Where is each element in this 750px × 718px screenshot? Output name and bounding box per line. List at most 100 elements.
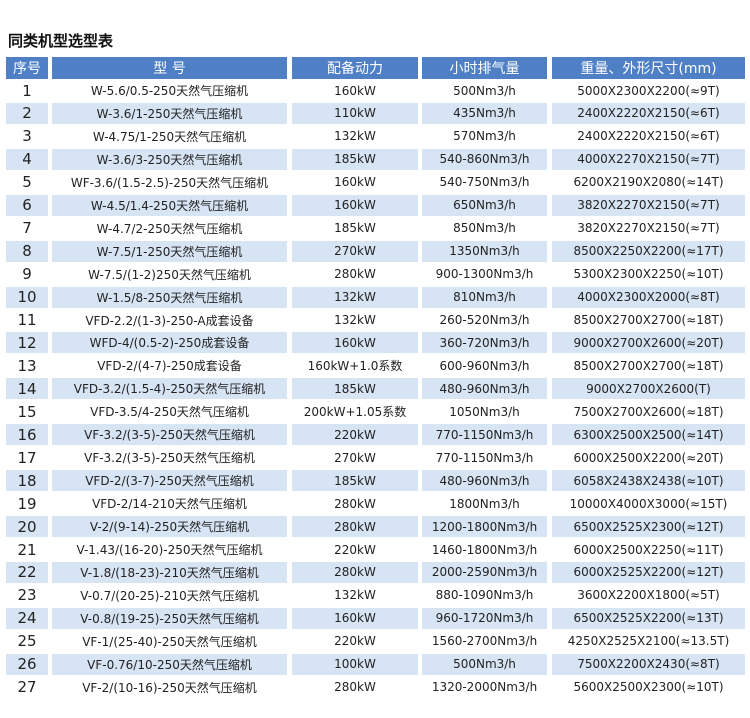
table-cell: 9 xyxy=(22,265,32,284)
table-cell: 8500X2250X2200(≈17T) xyxy=(552,240,745,262)
table-cell: VF-1/(25-40)-250天然气压缩机 xyxy=(82,634,257,649)
table-cell: 27 xyxy=(17,678,37,697)
table-cell: 19 xyxy=(17,494,37,513)
table-cell: 14 xyxy=(6,378,48,400)
table-cell: 6500X2525X2300(≈12T) xyxy=(552,516,745,538)
table-cell: 270kW xyxy=(292,240,418,262)
table-cell: 4250X2525X2100(≈13.5T) xyxy=(567,634,730,649)
table-cell: 160kW xyxy=(334,175,376,190)
table-cell: 540-750Nm3/h xyxy=(439,175,530,190)
table-cell: 1460-1800Nm3/h xyxy=(431,542,538,557)
table-cell: 110kW xyxy=(292,102,418,124)
table-cell: 6000X2525X2200(≈12T) xyxy=(552,561,745,583)
table-cell: VFD-3.2/(1.5-4)-250天然气压缩机 xyxy=(52,378,287,400)
table-cell: 7500X2200X2430(≈8T) xyxy=(552,653,745,675)
table-cell: 500Nm3/h xyxy=(453,83,516,98)
table-cell: 3 xyxy=(22,127,32,146)
table-cell: 2400X2220X2150(≈6T) xyxy=(577,129,720,144)
table-cell: 6300X2500X2500(≈14T) xyxy=(552,424,745,446)
table-title: 同类机型选型表 xyxy=(8,32,114,50)
table-cell: 160kW+1.0系数 xyxy=(307,359,403,374)
table-cell: 9000X2700X2600(≈20T) xyxy=(552,332,745,354)
table-cell: 132kW xyxy=(334,313,376,327)
table-cell: 22 xyxy=(6,561,48,583)
table-cell: WF-3.6/(1.5-2.5)-250天然气压缩机 xyxy=(70,175,269,190)
table-cell: 220kW xyxy=(334,542,376,557)
header-cell: 重量、外形尺寸(mm) xyxy=(552,57,745,79)
table-cell: 132kW xyxy=(334,588,376,603)
table-cell: W-4.75/1-250天然气压缩机 xyxy=(92,129,247,144)
table-cell: W-7.5/1-250天然气压缩机 xyxy=(52,240,287,262)
table-cell: 23 xyxy=(17,586,37,605)
table-cell: 1 xyxy=(22,81,32,100)
table-cell: W-3.6/3-250天然气压缩机 xyxy=(52,148,287,170)
table-cell: 6000X2500X2200(≈20T) xyxy=(573,450,724,465)
table-cell: W-5.6/0.5-250天然气压缩机 xyxy=(90,84,249,98)
table-cell: 18 xyxy=(6,470,48,492)
table-cell: 13 xyxy=(17,356,37,375)
table-cell: 7 xyxy=(22,219,32,238)
table-cell: 132kW xyxy=(292,286,418,308)
table-cell: 2000-2590Nm3/h xyxy=(422,561,547,583)
table-cell: 10000X4000X3000(≈15T) xyxy=(569,496,728,511)
table-cell: 160kW xyxy=(292,332,418,354)
table-cell: 480-960Nm3/h xyxy=(422,470,547,492)
table-cell: 5 xyxy=(22,173,32,192)
table-cell: 8 xyxy=(6,240,48,262)
table-cell: 360-720Nm3/h xyxy=(422,332,547,354)
table-cell: VF-3.2/(3-5)-250天然气压缩机 xyxy=(84,451,255,466)
table-cell: 540-860Nm3/h xyxy=(422,148,547,170)
table-cell: 5300X2300X2250(≈10T) xyxy=(573,267,724,282)
table-cell: 200kW+1.05系数 xyxy=(303,405,407,420)
table-cell: W-4.5/1.4-250天然气压缩机 xyxy=(52,194,287,216)
table-cell: 280kW xyxy=(292,561,418,583)
header-cell: 小时排气量 xyxy=(422,57,547,79)
table-cell: 770-1150Nm3/h xyxy=(435,450,534,465)
table-cell: 770-1150Nm3/h xyxy=(422,424,547,446)
table-cell: 220kW xyxy=(292,424,418,446)
table-cell: 880-1090Nm3/h xyxy=(435,588,534,603)
table-cell: 810Nm3/h xyxy=(422,286,547,308)
table-cell: 4000X2270X2150(≈7T) xyxy=(552,148,745,170)
table-cell: 160kW xyxy=(292,194,418,216)
table-cell: VFD-2/(3-7)-250天然气压缩机 xyxy=(52,470,287,492)
table-cell: 280kW xyxy=(334,496,376,511)
table-cell: VFD-2.2/(1-3)-250-A成套设备 xyxy=(85,313,254,328)
table-cell: 1800Nm3/h xyxy=(449,496,520,511)
table-cell: V-0.8/(19-25)-250天然气压缩机 xyxy=(52,607,287,629)
table-cell: 4000X2300X2000(≈8T) xyxy=(552,286,745,308)
table-cell: 1320-2000Nm3/h xyxy=(431,680,538,695)
table-cell: 5000X2300X2200(≈9T) xyxy=(577,83,720,98)
table-cell: 25 xyxy=(17,632,37,651)
table-cell: 3820X2270X2150(≈7T) xyxy=(577,221,720,236)
table-cell: 1200-1800Nm3/h xyxy=(422,516,547,538)
table-cell: 4 xyxy=(6,148,48,170)
table-cell: 260-520Nm3/h xyxy=(439,313,530,327)
table-cell: 8500X2700X2700(≈18T) xyxy=(573,358,724,373)
table-cell: 570Nm3/h xyxy=(453,129,516,144)
table-cell: 8500X2700X2700(≈18T) xyxy=(573,313,724,327)
table-cell: W-1.5/8-250天然气压缩机 xyxy=(52,286,287,308)
table-cell: W-3.6/1-250天然气压缩机 xyxy=(52,102,287,124)
table-cell: 1350Nm3/h xyxy=(422,240,547,262)
table-cell: V-1.8/(18-23)-210天然气压缩机 xyxy=(52,561,287,583)
table-cell: 10 xyxy=(6,286,48,308)
table-cell: 435Nm3/h xyxy=(422,102,547,124)
table-cell: 2400X2220X2150(≈6T) xyxy=(552,102,745,124)
table-cell: 11 xyxy=(17,311,37,329)
table-cell: 185kW xyxy=(334,221,376,236)
table-cell: VF-3.2/(3-5)-250天然气压缩机 xyxy=(52,424,287,446)
table-cell: 850Nm3/h xyxy=(453,221,516,236)
table-cell: VFD-3.5/4-250天然气压缩机 xyxy=(90,405,249,420)
table-cell: 26 xyxy=(6,653,48,675)
table-cell: 132kW xyxy=(334,129,376,144)
header-cell: 型 号 xyxy=(52,57,287,79)
table-cell: 185kW xyxy=(292,378,418,400)
table-cell: 3820X2270X2150(≈7T) xyxy=(552,194,745,216)
table-cell: 1560-2700Nm3/h xyxy=(431,634,538,649)
table-cell: 650Nm3/h xyxy=(422,194,547,216)
table-cell: 9000X2700X2600(T) xyxy=(552,378,745,400)
table-cell: 160kW xyxy=(292,607,418,629)
table-cell: VF-2/(10-16)-250天然气压缩机 xyxy=(82,680,257,695)
table-cell: 500Nm3/h xyxy=(422,653,547,675)
